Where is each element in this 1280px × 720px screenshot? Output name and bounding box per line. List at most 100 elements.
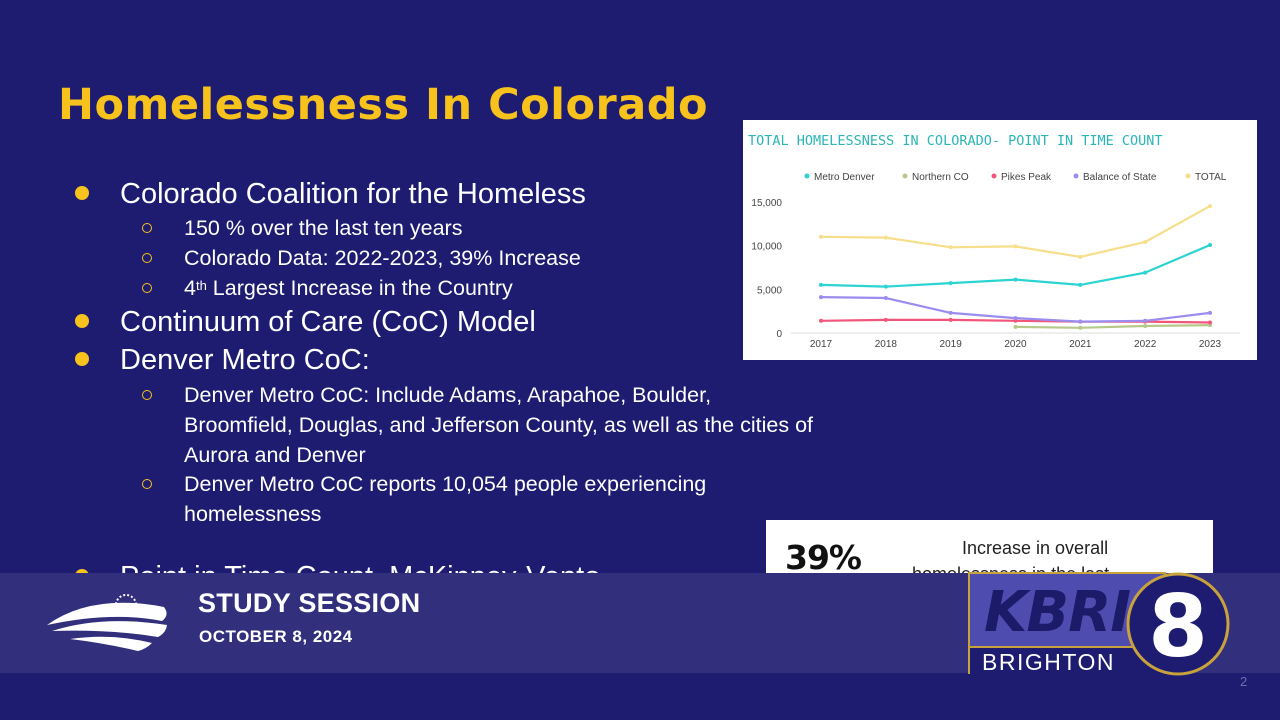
sub-bullet-prefix: 4: [184, 276, 196, 300]
data-point: [948, 310, 953, 315]
sub-bullet-text: Denver Metro CoC: Include Adams, Arapaho…: [184, 383, 814, 467]
slide-title: Homelessness In Colorado: [58, 80, 709, 130]
data-point: [1208, 243, 1212, 248]
ordinal-suffix: th: [195, 278, 207, 293]
station-call-letters: KBRI: [984, 580, 1131, 645]
legend-swatch: [804, 173, 810, 179]
x-tick-label: 2023: [1199, 339, 1222, 350]
bullet-point-in-time: Point in Time Count, McKinney-Vento: [75, 560, 600, 575]
sub-bullet-reports: Denver Metro CoC reports 10,054 people e…: [142, 469, 814, 529]
bullet-dot-icon: [75, 352, 89, 366]
bullet-dot-icon: [75, 186, 89, 200]
data-point: [1013, 277, 1018, 282]
sub-bullet-counties: Denver Metro CoC: Include Adams, Arapaho…: [142, 380, 814, 470]
data-point: [1208, 204, 1212, 209]
series-northern-co: [1013, 323, 1212, 330]
data-point: [1078, 325, 1083, 330]
chart-legend: Metro Denver Northern CO Pikes Peak Balance…: [804, 172, 1227, 183]
stat-card: 39% Increase in overall homelessness in …: [766, 520, 1213, 573]
sub-bullet-text: Largest Increase in the Country: [206, 276, 513, 300]
data-point: [1013, 324, 1018, 329]
data-point: [883, 284, 888, 289]
city-logo-icon: [47, 594, 167, 651]
station-city: BRIGHTON: [982, 649, 1115, 675]
y-tick-label: 10,000: [751, 242, 782, 253]
data-point: [883, 317, 888, 322]
data-point: [1143, 270, 1148, 275]
legend-swatch: [991, 173, 997, 179]
legend-item: Pikes Peak: [991, 172, 1052, 183]
series-line: [1015, 324, 1211, 329]
chart-svg: TOTAL HOMELESSNESS IN COLORADO- POINT IN…: [748, 133, 1240, 350]
bullet-dot-icon: [75, 569, 89, 575]
stat-description-cont: homelessness in the last: [912, 564, 1109, 573]
series-line: [820, 205, 1211, 259]
legend-swatch: [902, 173, 908, 179]
banner-title: STUDY SESSION: [198, 588, 421, 618]
data-point: [948, 317, 953, 322]
bullet-coc-model: Continuum of Care (CoC) Model: [75, 305, 536, 339]
sub-bullet-text: Denver Metro CoC reports 10,054 people e…: [184, 472, 707, 526]
series-total: [819, 204, 1212, 259]
data-point: [1143, 240, 1148, 244]
sub-bullet-text: Colorado Data: 2022-2023, 39% Increase: [184, 246, 581, 270]
bullet-list: Colorado Coalition for the Homeless 150 …: [75, 177, 814, 575]
bullet-text: Denver Metro CoC:: [120, 344, 370, 376]
stat-number: 39%: [785, 538, 862, 573]
legend-item: Northern CO: [902, 172, 969, 183]
sub-bullet-colorado-data: Colorado Data: 2022-2023, 39% Increase: [142, 243, 814, 273]
data-point: [1208, 320, 1212, 325]
y-tick-label: 15,000: [751, 198, 782, 209]
page-number: 2: [1240, 674, 1248, 689]
homelessness-line-chart: TOTAL HOMELESSNESS IN COLORADO- POINT IN…: [743, 120, 1257, 360]
bullet-text: Colorado Coalition for the Homeless: [120, 178, 586, 210]
y-tick-label: 0: [776, 329, 782, 340]
x-tick-label: 2020: [1004, 339, 1027, 350]
series-metro-denver: [819, 243, 1212, 289]
y-tick-label: 5,000: [757, 285, 782, 296]
data-point: [1078, 282, 1083, 287]
data-point: [1078, 319, 1083, 324]
legend-item: Metro Denver: [804, 172, 875, 183]
data-point: [948, 245, 953, 250]
x-tick-label: 2018: [875, 339, 898, 350]
chart-x-axis: 2017 2018 2019 2020 2021 2022 2023: [791, 332, 1240, 350]
legend-label: Northern CO: [912, 172, 969, 183]
sub-bullet-ring-icon: [142, 223, 152, 233]
station-logo: KBRI BRIGHTON 8: [966, 572, 1246, 676]
chart-series: [819, 204, 1212, 330]
data-point: [1208, 310, 1212, 315]
sub-bullet-ring-icon: [142, 390, 152, 400]
x-tick-label: 2019: [940, 339, 963, 350]
sub-bullet-ten-years: 150 % over the last ten years: [142, 213, 814, 243]
legend-label: Metro Denver: [814, 172, 875, 183]
x-tick-label: 2022: [1134, 339, 1157, 350]
sub-bullet-ring-icon: [142, 479, 152, 489]
data-point: [1078, 254, 1083, 259]
channel-number: 8: [1148, 577, 1208, 676]
series-balance-of-state: [819, 295, 1212, 324]
legend-swatch: [1073, 173, 1079, 179]
bullet-text: Continuum of Care (CoC) Model: [120, 306, 536, 338]
data-point: [819, 282, 823, 287]
data-point: [1143, 318, 1148, 323]
sub-bullet-ring-icon: [142, 283, 152, 293]
data-point: [819, 318, 823, 323]
legend-label: Pikes Peak: [1001, 172, 1052, 183]
data-point: [948, 281, 953, 286]
stat-description: Increase in overall: [962, 538, 1109, 558]
legend-label: TOTAL: [1195, 172, 1227, 183]
data-point: [819, 234, 823, 239]
x-tick-label: 2017: [810, 339, 833, 350]
bullet-coalition: Colorado Coalition for the Homeless: [75, 177, 586, 211]
legend-swatch: [1185, 173, 1191, 179]
legend-item: TOTAL: [1185, 172, 1227, 183]
bullet-text: Point in Time Count, McKinney-Vento: [120, 561, 600, 575]
bullet-dot-icon: [75, 314, 89, 328]
legend-item: Balance of State: [1073, 172, 1157, 183]
sub-bullet-ring-icon: [142, 253, 152, 263]
data-point: [1143, 324, 1148, 328]
data-point: [883, 296, 888, 300]
data-point: [883, 235, 888, 240]
